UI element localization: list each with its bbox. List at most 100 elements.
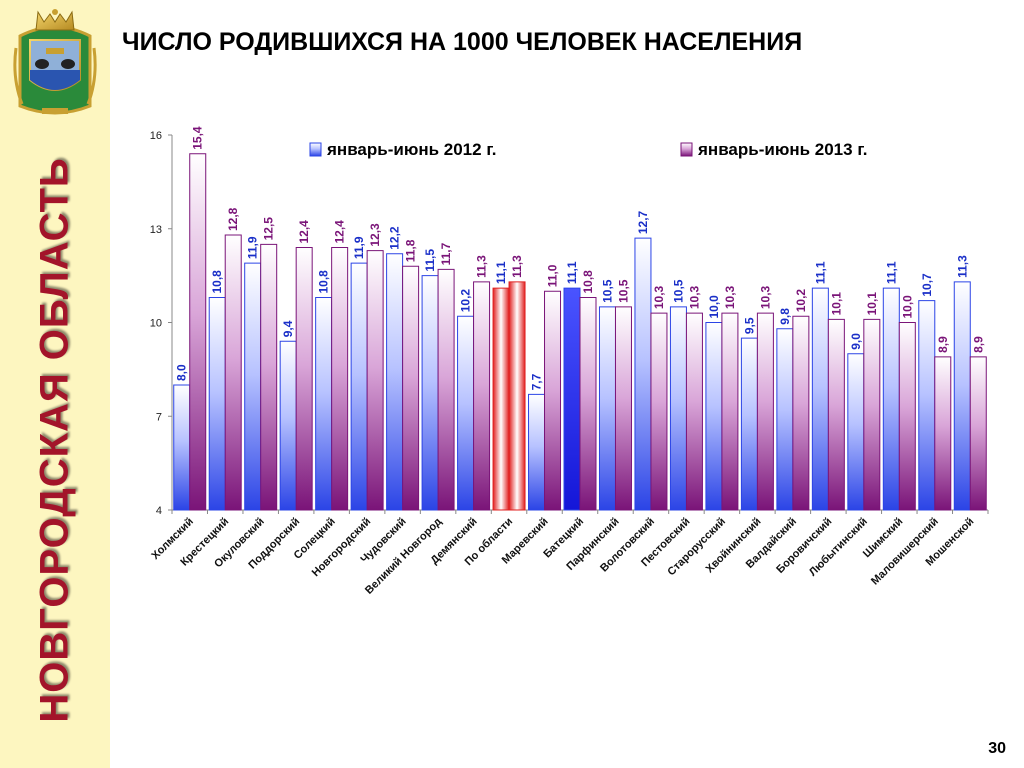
bar-2012 bbox=[279, 340, 297, 511]
data-label-2013: 11,3 bbox=[475, 255, 489, 278]
bar-2012 bbox=[421, 275, 439, 511]
bar-2013 bbox=[969, 356, 987, 511]
data-label-2012: 9,0 bbox=[849, 333, 863, 350]
data-label-2012: 10,5 bbox=[600, 279, 614, 303]
data-label-2013: 12,4 bbox=[297, 220, 311, 244]
y-tick-label: 16 bbox=[150, 130, 162, 142]
region-vertical-title: НОВГОРОДСКАЯ ОБЛАСТЬ bbox=[32, 157, 77, 723]
data-label-2013: 10,3 bbox=[652, 285, 666, 309]
legend-2013-label: январь-июнь 2013 г. bbox=[697, 140, 867, 159]
bar-2013 bbox=[402, 265, 420, 511]
bar-2013 bbox=[508, 281, 526, 511]
bar-2012 bbox=[953, 281, 971, 511]
data-label-2012: 12,7 bbox=[636, 210, 650, 234]
data-label-2012: 9,8 bbox=[778, 308, 792, 325]
bar-2013 bbox=[544, 290, 562, 511]
data-label-2012: 11,1 bbox=[494, 261, 508, 284]
data-label-2012: 10,8 bbox=[210, 270, 224, 294]
data-label-2012: 9,4 bbox=[281, 320, 295, 337]
data-label-2013: 11,3 bbox=[510, 255, 524, 278]
bar-2013 bbox=[473, 281, 491, 511]
data-label-2013: 11,8 bbox=[404, 239, 418, 262]
data-label-2013: 12,3 bbox=[368, 223, 382, 247]
data-label-2012: 10,2 bbox=[459, 289, 473, 313]
data-label-2013: 10,1 bbox=[829, 292, 843, 316]
bar-2013 bbox=[685, 312, 703, 511]
data-label-2013: 10,3 bbox=[723, 285, 737, 309]
bar-2012 bbox=[918, 300, 936, 511]
bar-2013 bbox=[756, 312, 774, 511]
y-tick-label: 10 bbox=[150, 318, 162, 330]
data-label-2012: 11,9 bbox=[352, 236, 366, 259]
x-category-label: Маловишерский bbox=[869, 516, 941, 588]
bar-2013 bbox=[863, 318, 881, 511]
bar-2012 bbox=[847, 353, 865, 511]
bar-2012 bbox=[669, 306, 687, 511]
bar-2012 bbox=[244, 262, 262, 511]
bar-2012 bbox=[598, 306, 616, 511]
bar-2012 bbox=[563, 287, 581, 511]
data-label-2012: 10,7 bbox=[920, 273, 934, 297]
page-number: 30 bbox=[988, 740, 1006, 757]
bar-2013 bbox=[934, 356, 952, 511]
data-label-2013: 11,7 bbox=[439, 242, 453, 265]
data-label-2012: 7,7 bbox=[530, 373, 544, 390]
bar-2012 bbox=[882, 287, 900, 511]
data-label-2012: 10,8 bbox=[317, 270, 331, 294]
data-label-2012: 8,0 bbox=[175, 364, 189, 381]
bar-2013 bbox=[260, 243, 278, 511]
bar-2012 bbox=[173, 384, 191, 511]
data-label-2012: 11,1 bbox=[813, 261, 827, 284]
data-label-2012: 11,1 bbox=[565, 261, 579, 284]
y-tick-label: 4 bbox=[156, 505, 162, 517]
bar-2012 bbox=[208, 297, 226, 511]
bar-2013 bbox=[295, 247, 313, 511]
data-label-2013: 10,0 bbox=[900, 295, 914, 319]
y-tick-label: 13 bbox=[150, 224, 162, 236]
data-label-2013: 10,2 bbox=[794, 289, 808, 313]
sidebar: НОВГОРОДСКАЯ ОБЛАСТЬ bbox=[0, 0, 110, 768]
data-label-2013: 10,3 bbox=[758, 285, 772, 309]
data-label-2013: 8,9 bbox=[936, 336, 950, 353]
bar-2013 bbox=[331, 247, 349, 511]
data-label-2012: 11,1 bbox=[884, 261, 898, 284]
page-title: ЧИСЛО РОДИВШИХСЯ НА 1000 ЧЕЛОВЕК НАСЕЛЕН… bbox=[122, 28, 803, 56]
data-label-2013: 11,0 bbox=[546, 264, 560, 287]
data-label-2012: 10,0 bbox=[707, 295, 721, 319]
data-label-2013: 8,9 bbox=[971, 336, 985, 353]
data-label-2012: 12,2 bbox=[388, 226, 402, 250]
bar-2012 bbox=[776, 328, 794, 511]
data-label-2012: 9,5 bbox=[742, 317, 756, 334]
novgorod-coat-of-arms-icon bbox=[13, 9, 97, 115]
bar-2012 bbox=[740, 337, 758, 511]
data-label-2013: 15,4 bbox=[191, 126, 205, 150]
legend-2012-label: январь-июнь 2012 г. bbox=[326, 140, 496, 159]
bar-2013 bbox=[650, 312, 668, 511]
data-label-2013: 12,4 bbox=[333, 220, 347, 244]
data-label-2013: 10,5 bbox=[616, 279, 630, 303]
data-label-2013: 10,1 bbox=[865, 292, 879, 316]
bar-2013 bbox=[792, 315, 810, 511]
legend-2013-swatch bbox=[680, 142, 693, 157]
data-label-2012: 11,5 bbox=[423, 249, 437, 272]
bar-2012 bbox=[634, 237, 652, 511]
data-label-2012: 11,9 bbox=[246, 236, 260, 259]
bar-2013 bbox=[189, 153, 207, 511]
legend-2012-swatch bbox=[309, 142, 322, 157]
data-label-2012: 11,3 bbox=[955, 255, 969, 278]
bar-2012 bbox=[315, 297, 333, 511]
bar-2012 bbox=[811, 287, 829, 511]
bar-2013 bbox=[437, 268, 455, 511]
bar-2013 bbox=[224, 234, 242, 511]
bar-2012 bbox=[492, 287, 510, 511]
bar-2012 bbox=[350, 262, 368, 511]
bar-2012 bbox=[457, 315, 475, 511]
bar-2012 bbox=[528, 393, 546, 511]
bar-2012 bbox=[386, 253, 404, 511]
data-label-2013: 12,8 bbox=[226, 207, 240, 231]
data-label-2012: 10,5 bbox=[671, 279, 685, 303]
bar-2013 bbox=[898, 322, 916, 511]
bar-2012 bbox=[705, 322, 723, 511]
bar-2013 bbox=[366, 250, 384, 511]
